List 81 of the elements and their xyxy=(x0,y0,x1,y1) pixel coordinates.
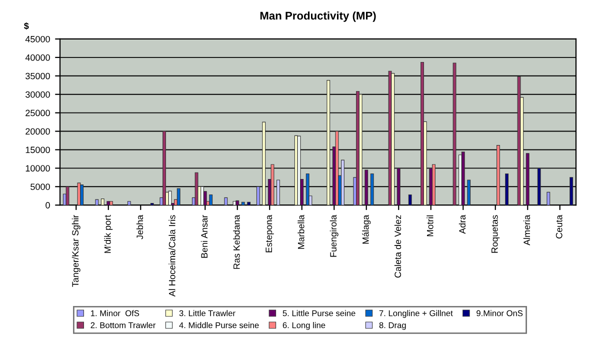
bar xyxy=(247,202,251,206)
x-tick-label: Marbella xyxy=(298,214,304,249)
bar xyxy=(168,190,172,206)
legend-label: 2. Bottom Trawler xyxy=(90,322,156,328)
bar xyxy=(236,200,240,206)
bar xyxy=(241,202,245,206)
bar xyxy=(66,186,70,206)
chart-title: Man Productivity (MP) xyxy=(260,11,376,22)
bar xyxy=(452,62,456,206)
x-tick-label: Jebha xyxy=(136,214,144,240)
bar xyxy=(432,164,436,206)
y-tick-label: 15000 xyxy=(26,146,50,154)
bar xyxy=(77,182,81,206)
y-tick-label: 10000 xyxy=(26,165,50,172)
bar xyxy=(467,180,471,206)
bar xyxy=(224,197,228,206)
bar xyxy=(276,180,280,206)
y-axis-title: $ xyxy=(24,22,29,30)
bar xyxy=(262,122,266,206)
y-tick-label: 0 xyxy=(46,202,50,208)
bar xyxy=(326,80,330,206)
bar xyxy=(546,192,550,206)
bar xyxy=(505,173,509,206)
bar xyxy=(306,173,310,206)
y-tick-label: 40000 xyxy=(25,54,50,61)
bar xyxy=(461,152,465,206)
bar xyxy=(408,194,412,206)
x-tick-label: Motril xyxy=(426,215,434,236)
bar xyxy=(496,145,500,206)
bar xyxy=(341,160,344,206)
y-tick-label: 25000 xyxy=(26,110,50,116)
bar xyxy=(176,188,180,206)
bar xyxy=(364,170,368,206)
bar xyxy=(396,168,400,206)
bar xyxy=(358,94,362,206)
x-tick-label: Roquetas xyxy=(492,215,500,253)
x-tick-label: Málaga xyxy=(362,214,371,244)
bar xyxy=(95,199,99,206)
bar xyxy=(537,168,541,206)
bar xyxy=(162,130,166,206)
bar xyxy=(297,136,301,206)
x-tick-label: Ceuta xyxy=(556,214,562,238)
bar xyxy=(256,186,260,206)
bar xyxy=(80,184,84,206)
y-tick-label: 45000 xyxy=(25,36,50,42)
bar xyxy=(270,164,274,206)
bar xyxy=(526,153,530,206)
legend-label: 4. Middle Purse seine xyxy=(179,322,259,328)
y-tick-label: 5000 xyxy=(30,184,50,190)
legend-label: 3. Little Trawler xyxy=(179,310,236,316)
legend-label: 9.Minor OnS xyxy=(476,310,523,316)
x-tick-label: Fuengirola xyxy=(330,214,338,257)
legend-label: 8. Drag xyxy=(379,322,406,330)
y-tick-label: 20000 xyxy=(26,128,50,135)
x-tick-label: Almeria xyxy=(523,214,530,246)
legend-label: 6. Long line xyxy=(282,322,326,330)
x-tick-label: Tanger/Ksar Sghir xyxy=(72,214,80,287)
bar xyxy=(100,198,104,206)
bar xyxy=(232,201,236,206)
x-tick-label: Al Hoceima/Cala Iris xyxy=(168,215,176,297)
bar xyxy=(391,73,395,206)
bar xyxy=(106,201,110,206)
bar xyxy=(370,173,374,206)
bar xyxy=(127,201,131,206)
bar xyxy=(110,201,113,206)
x-tick-label: Beni Ansar xyxy=(200,214,208,258)
x-tick-label: M'dik port xyxy=(104,214,113,253)
x-tick-label: Ras Kebdana xyxy=(233,214,240,269)
bar xyxy=(209,194,213,206)
y-tick-label: 35000 xyxy=(26,72,50,80)
bar xyxy=(335,130,339,206)
legend-label: 1. Minor OfS xyxy=(90,310,140,316)
y-tick-label: 30000 xyxy=(26,91,50,98)
bar xyxy=(570,177,574,206)
bar xyxy=(420,62,424,206)
x-tick-label: Caleta de Velez xyxy=(394,215,402,278)
x-tick-label: Adra xyxy=(458,214,466,234)
x-tick-label: Estepona xyxy=(266,214,274,252)
bar xyxy=(200,186,204,206)
legend-label: 7. Longline + Gillnet xyxy=(379,310,453,318)
legend-label: 5. Little Purse seine xyxy=(282,310,356,316)
